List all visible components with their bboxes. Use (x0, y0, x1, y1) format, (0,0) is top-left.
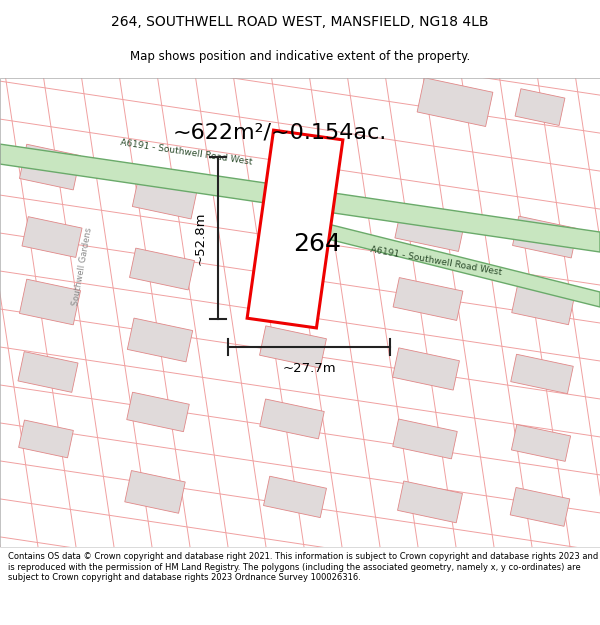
Polygon shape (511, 424, 571, 461)
Polygon shape (511, 354, 573, 394)
Polygon shape (125, 471, 185, 513)
Text: 264, SOUTHWELL ROAD WEST, MANSFIELD, NG18 4LB: 264, SOUTHWELL ROAD WEST, MANSFIELD, NG1… (111, 15, 489, 29)
Polygon shape (392, 348, 460, 390)
Polygon shape (18, 352, 78, 392)
Polygon shape (0, 144, 600, 252)
Text: ~52.8m: ~52.8m (193, 211, 206, 265)
Polygon shape (262, 196, 328, 238)
Polygon shape (22, 217, 82, 258)
Text: Southwell Gardens: Southwell Gardens (71, 228, 94, 307)
Text: Map shows position and indicative extent of the property.: Map shows position and indicative extent… (130, 50, 470, 62)
Polygon shape (393, 419, 457, 459)
Polygon shape (515, 89, 565, 126)
Polygon shape (260, 399, 324, 439)
Text: Contains OS data © Crown copyright and database right 2021. This information is : Contains OS data © Crown copyright and d… (8, 552, 598, 582)
Polygon shape (19, 420, 73, 458)
Polygon shape (127, 318, 193, 362)
Polygon shape (130, 248, 194, 290)
Polygon shape (393, 278, 463, 321)
Polygon shape (133, 175, 197, 219)
Polygon shape (417, 78, 493, 126)
Polygon shape (395, 207, 465, 251)
Text: ~622m²/~0.154ac.: ~622m²/~0.154ac. (173, 122, 387, 142)
Polygon shape (512, 285, 574, 325)
Text: A6191 - Southwell Road West: A6191 - Southwell Road West (370, 245, 503, 277)
Polygon shape (260, 326, 326, 368)
Polygon shape (512, 216, 577, 258)
Polygon shape (263, 476, 326, 518)
Polygon shape (19, 279, 80, 325)
Polygon shape (398, 481, 463, 522)
Polygon shape (247, 130, 343, 328)
Polygon shape (280, 212, 600, 307)
Text: ~27.7m: ~27.7m (282, 362, 336, 376)
Polygon shape (19, 144, 80, 190)
Polygon shape (510, 488, 570, 526)
Text: A6191 - Southwell Road West: A6191 - Southwell Road West (120, 138, 253, 166)
Text: 264: 264 (293, 232, 341, 256)
Polygon shape (127, 392, 189, 432)
